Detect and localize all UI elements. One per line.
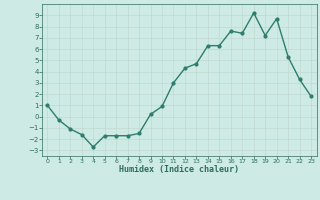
X-axis label: Humidex (Indice chaleur): Humidex (Indice chaleur): [119, 165, 239, 174]
